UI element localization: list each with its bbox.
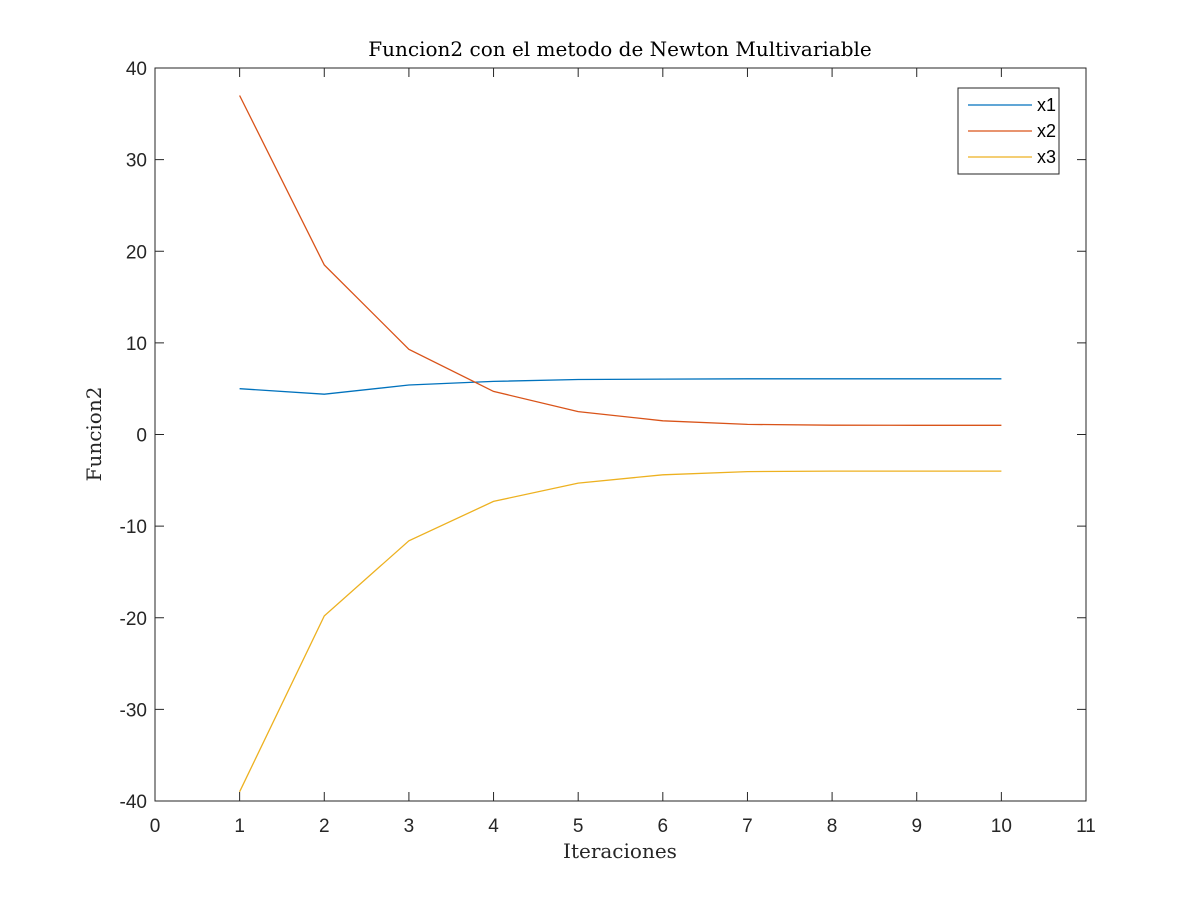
x-tick-label: 3 xyxy=(404,816,415,837)
legend-label-x2: x2 xyxy=(1037,121,1056,141)
y-tick-label: 10 xyxy=(126,334,147,355)
x-tick-label: 4 xyxy=(488,816,499,837)
y-tick-label: -40 xyxy=(120,792,147,813)
y-axis-label: Funcion2 xyxy=(82,387,106,482)
plot-area xyxy=(154,67,1087,802)
y-tick-label: 40 xyxy=(126,59,147,80)
x-tick-label: 1 xyxy=(234,816,245,837)
series-line-x3 xyxy=(239,470,1002,793)
x-tick-label: 0 xyxy=(150,816,161,837)
x-tick-label: 10 xyxy=(991,816,1012,837)
y-tick-label: -30 xyxy=(120,700,147,721)
y-tick-label: -20 xyxy=(120,609,147,630)
y-tick-label: 0 xyxy=(136,426,147,447)
x-tick-label: 11 xyxy=(1076,816,1096,837)
legend: x1 x2 x3 xyxy=(957,87,1060,175)
y-tick-label: 30 xyxy=(126,151,147,172)
legend-label-x1: x1 xyxy=(1037,95,1056,115)
tick-layer: 0 1 2 3 4 5 6 7 8 9 10 11 -40 -30 -20 -10 0 10 20 30 40 xyxy=(120,59,1096,837)
chart-title: Funcion2 con el metodo de Newton Multiva… xyxy=(368,37,872,61)
series-layer xyxy=(239,95,1002,793)
legend-label-x3: x3 xyxy=(1037,147,1056,167)
y-tick-label: -10 xyxy=(120,517,147,538)
x-tick-label: 2 xyxy=(319,816,330,837)
x-tick-label: 8 xyxy=(827,816,838,837)
x-tick-label: 7 xyxy=(742,816,753,837)
x-axis-label: Iteraciones xyxy=(563,839,677,863)
x-tick-label: 6 xyxy=(658,816,669,837)
y-tick-label: 20 xyxy=(126,242,147,263)
series-line-x1 xyxy=(239,378,1002,395)
series-line-x2 xyxy=(239,95,1002,426)
x-tick-label: 9 xyxy=(911,816,922,837)
x-tick-label: 5 xyxy=(573,816,584,837)
